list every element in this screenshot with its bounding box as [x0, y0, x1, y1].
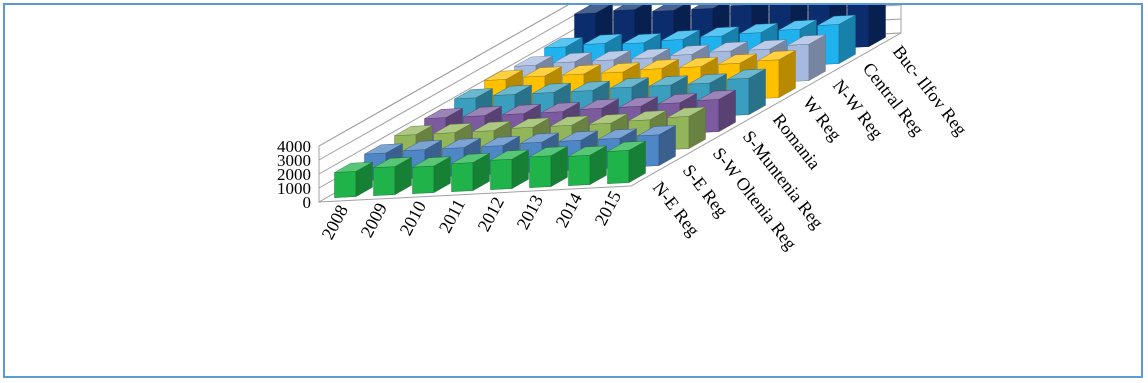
gridline — [318, 5, 569, 147]
x-tick-label: 2010 — [395, 197, 430, 238]
bar — [607, 140, 646, 184]
x-tick-label: 2009 — [356, 199, 391, 240]
bar — [373, 156, 412, 196]
x-tick-label: 2013 — [512, 191, 547, 232]
bar — [412, 156, 451, 194]
bar — [334, 161, 373, 198]
y-tick-label: 2000 — [277, 165, 311, 184]
bar — [490, 149, 529, 190]
x-tick-label: 2012 — [473, 193, 508, 234]
y-tick-label: 3000 — [277, 151, 311, 170]
bar — [529, 146, 568, 188]
y-tick-label: 4000 — [277, 137, 311, 156]
x-tick-label: 2011 — [435, 195, 469, 236]
x-tick-label: 2015 — [590, 187, 625, 228]
x-tick-label: 2014 — [551, 189, 586, 230]
y-tick-label: 0 — [303, 193, 312, 212]
bar — [817, 14, 856, 65]
chart-frame: 0 1000 2000 3000 4000 2008 2009 2010 2011 2012 201… — [3, 3, 1143, 378]
x-tick-label: 2008 — [317, 201, 352, 242]
bar — [451, 152, 490, 192]
y-tick-label: 1000 — [277, 179, 311, 198]
bar — [568, 145, 607, 186]
